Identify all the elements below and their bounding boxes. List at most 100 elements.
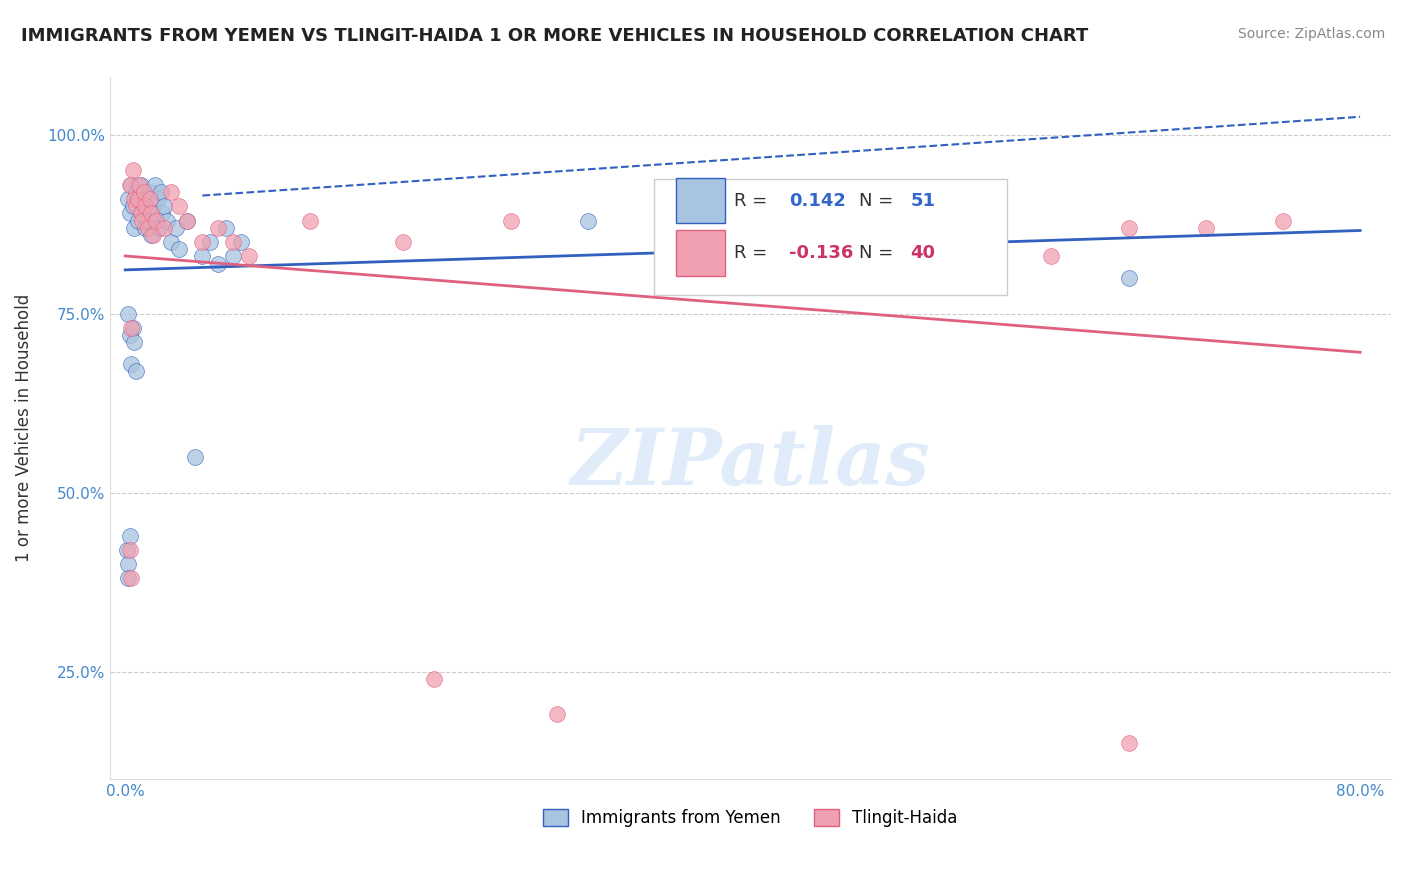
Point xyxy=(131,206,153,220)
Point xyxy=(191,235,214,249)
Point xyxy=(1271,213,1294,227)
Point xyxy=(132,199,155,213)
Point xyxy=(117,557,139,571)
Point xyxy=(118,206,141,220)
Point xyxy=(654,235,676,249)
Point xyxy=(183,450,205,464)
Point xyxy=(165,220,187,235)
Point xyxy=(143,178,166,192)
Text: ZIPatlas: ZIPatlas xyxy=(571,425,929,501)
Point xyxy=(152,220,174,235)
Text: 40: 40 xyxy=(911,244,935,262)
Point xyxy=(1118,736,1140,750)
Point xyxy=(148,220,170,235)
Point xyxy=(654,213,676,227)
Point xyxy=(120,357,142,371)
Point xyxy=(576,213,599,227)
Point xyxy=(124,220,146,235)
Point xyxy=(176,213,198,227)
Point xyxy=(128,192,150,206)
FancyBboxPatch shape xyxy=(676,230,724,276)
Point xyxy=(138,213,160,227)
Point xyxy=(122,321,145,335)
Point xyxy=(120,321,142,335)
Point xyxy=(125,199,148,213)
Point xyxy=(1195,220,1218,235)
Point xyxy=(963,220,986,235)
Point xyxy=(191,249,214,263)
Point xyxy=(167,199,190,213)
Point xyxy=(207,220,229,235)
Text: N =: N = xyxy=(859,192,900,210)
Legend: Immigrants from Yemen, Tlingit-Haida: Immigrants from Yemen, Tlingit-Haida xyxy=(536,802,965,834)
Y-axis label: 1 or more Vehicles in Household: 1 or more Vehicles in Household xyxy=(15,294,32,562)
Point xyxy=(125,364,148,378)
Point xyxy=(134,199,156,213)
Point xyxy=(142,199,165,213)
Point xyxy=(808,249,831,263)
Point xyxy=(120,572,142,586)
Point xyxy=(176,213,198,227)
Point xyxy=(127,213,149,227)
Point xyxy=(122,163,145,178)
Point xyxy=(131,213,153,227)
Point xyxy=(135,192,157,206)
Point xyxy=(118,178,141,192)
Text: 51: 51 xyxy=(911,192,935,210)
Point xyxy=(141,227,163,242)
Point xyxy=(167,242,190,256)
Point xyxy=(124,335,146,350)
Point xyxy=(160,235,183,249)
Point xyxy=(214,220,236,235)
Point xyxy=(132,185,155,199)
Point xyxy=(139,192,162,206)
Point xyxy=(122,199,145,213)
Point xyxy=(207,256,229,270)
Point xyxy=(222,235,245,249)
Point xyxy=(127,192,149,206)
Point xyxy=(299,213,322,227)
Point xyxy=(392,235,415,249)
Point xyxy=(238,249,260,263)
Point xyxy=(118,542,141,557)
Point xyxy=(124,192,146,206)
Point xyxy=(222,249,245,263)
Point xyxy=(128,178,150,192)
Point xyxy=(1118,271,1140,285)
Point xyxy=(1040,249,1063,263)
Point xyxy=(423,672,446,686)
Point xyxy=(117,307,139,321)
Text: 0.142: 0.142 xyxy=(789,192,845,210)
Point xyxy=(1118,220,1140,235)
Point xyxy=(198,235,221,249)
Point xyxy=(117,192,139,206)
FancyBboxPatch shape xyxy=(676,178,724,223)
Point xyxy=(115,542,138,557)
Point xyxy=(129,178,152,192)
Point xyxy=(152,199,174,213)
Point xyxy=(160,185,183,199)
Point xyxy=(139,185,162,199)
Text: R =: R = xyxy=(734,244,773,262)
Point xyxy=(150,206,173,220)
Point xyxy=(129,206,152,220)
Point xyxy=(546,707,568,722)
Text: -0.136: -0.136 xyxy=(789,244,853,262)
Point xyxy=(141,206,163,220)
Point xyxy=(145,213,167,227)
Text: N =: N = xyxy=(859,244,900,262)
Point xyxy=(808,242,831,256)
Point xyxy=(138,220,160,235)
Point xyxy=(134,220,156,235)
Point xyxy=(118,528,141,542)
Point xyxy=(229,235,252,249)
Point xyxy=(501,213,523,227)
Point xyxy=(117,572,139,586)
Point xyxy=(146,192,169,206)
Text: IMMIGRANTS FROM YEMEN VS TLINGIT-HAIDA 1 OR MORE VEHICLES IN HOUSEHOLD CORRELATI: IMMIGRANTS FROM YEMEN VS TLINGIT-HAIDA 1… xyxy=(21,27,1088,45)
Point xyxy=(156,213,179,227)
Point xyxy=(142,227,165,242)
Text: R =: R = xyxy=(734,192,773,210)
Point xyxy=(118,328,141,343)
Point xyxy=(149,185,172,199)
